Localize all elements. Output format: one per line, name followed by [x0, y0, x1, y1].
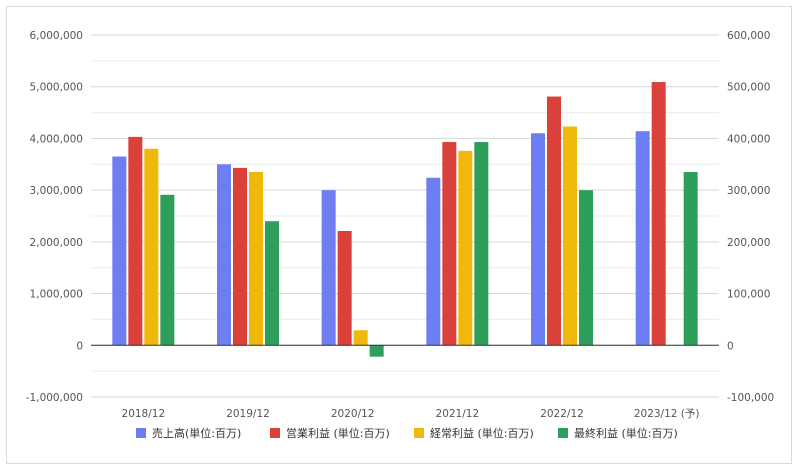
bar: [217, 164, 231, 346]
legend-swatch: [136, 428, 146, 438]
bar: [265, 221, 279, 346]
bar-chart: -1,000,000 0 1,000,000 2,000,000 3,000,000 4,…: [26, 30, 774, 440]
bar: [635, 131, 650, 346]
bar: [112, 156, 127, 346]
category-label: 2019/12: [226, 408, 270, 420]
bar: [249, 172, 263, 346]
chart-container: -1,000,000 0 1,000,000 2,000,000 3,000,000 4,…: [6, 6, 792, 464]
legend-label: 経常利益 (単位:百万): [430, 426, 534, 440]
legend-label: 売上高(単位:百万): [152, 426, 241, 440]
left-tick-label: 6,000,000: [30, 30, 83, 42]
legend-swatch: [270, 428, 280, 438]
left-tick-label: 2,000,000: [30, 237, 83, 249]
category-label: 2020/12: [331, 408, 375, 420]
category-label: 2018/12: [122, 408, 166, 420]
bar: [337, 230, 352, 346]
category-label: 2021/12: [436, 408, 480, 420]
legend-label: 最終利益 (単位:百万): [574, 426, 678, 440]
bar: [353, 330, 368, 346]
bars: [112, 82, 698, 357]
right-tick-label: 400,000: [727, 133, 770, 145]
bar: [233, 167, 247, 346]
bar: [369, 345, 384, 357]
left-tick-label: 3,000,000: [30, 185, 83, 197]
left-tick-label: 4,000,000: [30, 133, 83, 145]
bar: [683, 172, 698, 346]
bar: [531, 133, 545, 346]
legend-swatch: [558, 428, 568, 438]
bar: [547, 96, 561, 346]
legend: 売上高(単位:百万) 営業利益 (単位:百万) 経常利益 (単位:百万) 最終利益 (…: [136, 426, 678, 440]
legend-label: 営業利益 (単位:百万): [286, 426, 390, 440]
category-label: 2022/12: [540, 408, 584, 420]
left-axis-ticks: -1,000,000 0 1,000,000 2,000,000 3,000,000 4,…: [26, 30, 83, 404]
right-tick-label: 600,000: [727, 30, 770, 42]
bar: [426, 177, 441, 346]
bar: [458, 150, 473, 346]
right-tick-label: 100,000: [727, 289, 770, 301]
right-tick-label: 0: [727, 340, 734, 352]
right-axis-ticks: -100,000 0 100,000 200,000 300,000 400,000 500…: [727, 30, 774, 404]
bar: [474, 142, 489, 346]
category-label: 2023/12 (予): [634, 408, 700, 420]
category-labels: 2018/12 2019/12 2020/12 2021/12 2022/12 2023/…: [122, 408, 700, 420]
right-tick-label: 200,000: [727, 237, 770, 249]
left-tick-label: 0: [76, 340, 83, 352]
right-tick-label: 300,000: [727, 185, 770, 197]
gridlines: [91, 34, 719, 398]
left-tick-label: -1,000,000: [26, 392, 83, 404]
bar: [442, 142, 457, 346]
legend-swatch: [414, 428, 424, 438]
right-tick-label: -100,000: [727, 392, 774, 404]
bar: [563, 126, 577, 346]
bar: [579, 190, 593, 346]
left-tick-label: 1,000,000: [30, 289, 83, 301]
bar: [144, 148, 159, 346]
bar: [128, 136, 143, 346]
bar: [321, 190, 336, 346]
right-tick-label: 500,000: [727, 82, 770, 94]
left-tick-label: 5,000,000: [30, 82, 83, 94]
bar: [160, 194, 175, 346]
bar: [651, 82, 666, 346]
